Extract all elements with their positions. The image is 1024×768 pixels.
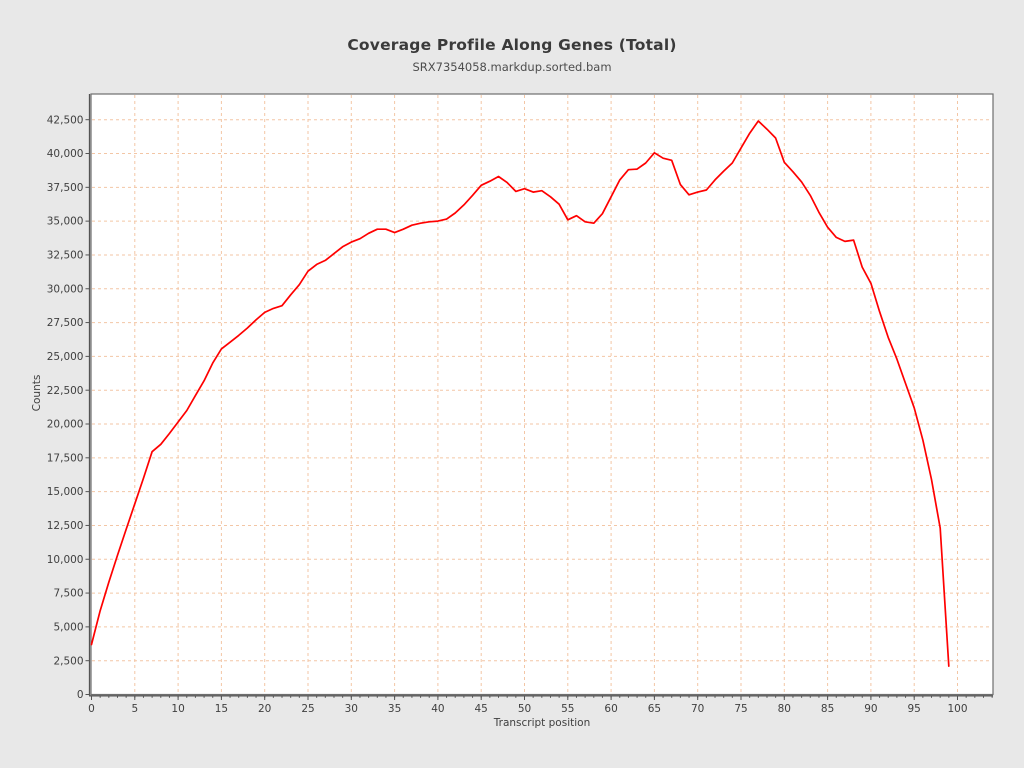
chart-title: Coverage Profile Along Genes (Total) <box>347 36 677 54</box>
y-tick-label: 30,000 <box>47 283 84 295</box>
y-tick-label: 12,500 <box>47 520 84 532</box>
y-tick-label: 0 <box>77 689 84 701</box>
y-tick-label: 40,000 <box>47 148 84 160</box>
x-tick-label: 75 <box>734 703 747 715</box>
x-tick-label: 60 <box>604 703 617 715</box>
x-tick-label: 95 <box>908 703 921 715</box>
x-tick-label: 100 <box>947 703 967 715</box>
x-tick-label: 90 <box>864 703 877 715</box>
y-tick-label: 5,000 <box>53 621 83 633</box>
gridlines <box>92 95 992 694</box>
y-tick-label: 42,500 <box>47 114 84 126</box>
y-tick-label: 25,000 <box>47 351 84 363</box>
x-tick-label: 30 <box>345 703 358 715</box>
x-tick-label: 40 <box>431 703 444 715</box>
y-tick-labels: 0 2,500 5,000 7,500 10,000 12,500 15,000 17,500… <box>47 114 84 701</box>
y-tick-label: 32,500 <box>47 250 84 262</box>
x-tick-label: 5 <box>131 703 138 715</box>
coverage-line <box>90 120 950 667</box>
axes <box>88 94 993 697</box>
x-tick-label: 0 <box>88 703 95 715</box>
x-tick-label: 85 <box>821 703 834 715</box>
x-tick-label: 65 <box>648 703 661 715</box>
x-tick-label: 55 <box>561 703 574 715</box>
y-tick-label: 20,000 <box>47 419 84 431</box>
y-tick-label: 2,500 <box>53 655 83 667</box>
x-tick-label: 80 <box>778 703 791 715</box>
x-tick-label: 10 <box>171 703 184 715</box>
y-tick-label: 37,500 <box>47 182 84 194</box>
plot-area <box>90 93 994 696</box>
y-tick-label: 22,500 <box>47 385 84 397</box>
x-tick-label: 45 <box>475 703 488 715</box>
y-axis-label: Counts <box>31 374 43 412</box>
ticks <box>85 119 993 700</box>
y-tick-label: 10,000 <box>47 554 84 566</box>
x-tick-label: 70 <box>691 703 704 715</box>
chart-subtitle: SRX7354058.markdup.sorted.bam <box>412 60 612 74</box>
y-tick-label: 35,000 <box>47 216 84 228</box>
x-tick-label: 50 <box>518 703 531 715</box>
y-tick-label: 7,500 <box>53 588 83 600</box>
x-tick-label: 35 <box>388 703 401 715</box>
x-axis-label: Transcript position <box>493 717 591 729</box>
x-tick-label: 15 <box>215 703 228 715</box>
y-tick-label: 15,000 <box>47 486 84 498</box>
y-tick-label: 17,500 <box>47 452 84 464</box>
x-tick-labels: 0 5 10 15 20 25 30 35 40 45 50 55 60 65 70 75 80 85 90 95 10… <box>88 703 967 715</box>
x-tick-label: 25 <box>301 703 314 715</box>
y-tick-label: 27,500 <box>47 317 84 329</box>
x-tick-label: 20 <box>258 703 271 715</box>
